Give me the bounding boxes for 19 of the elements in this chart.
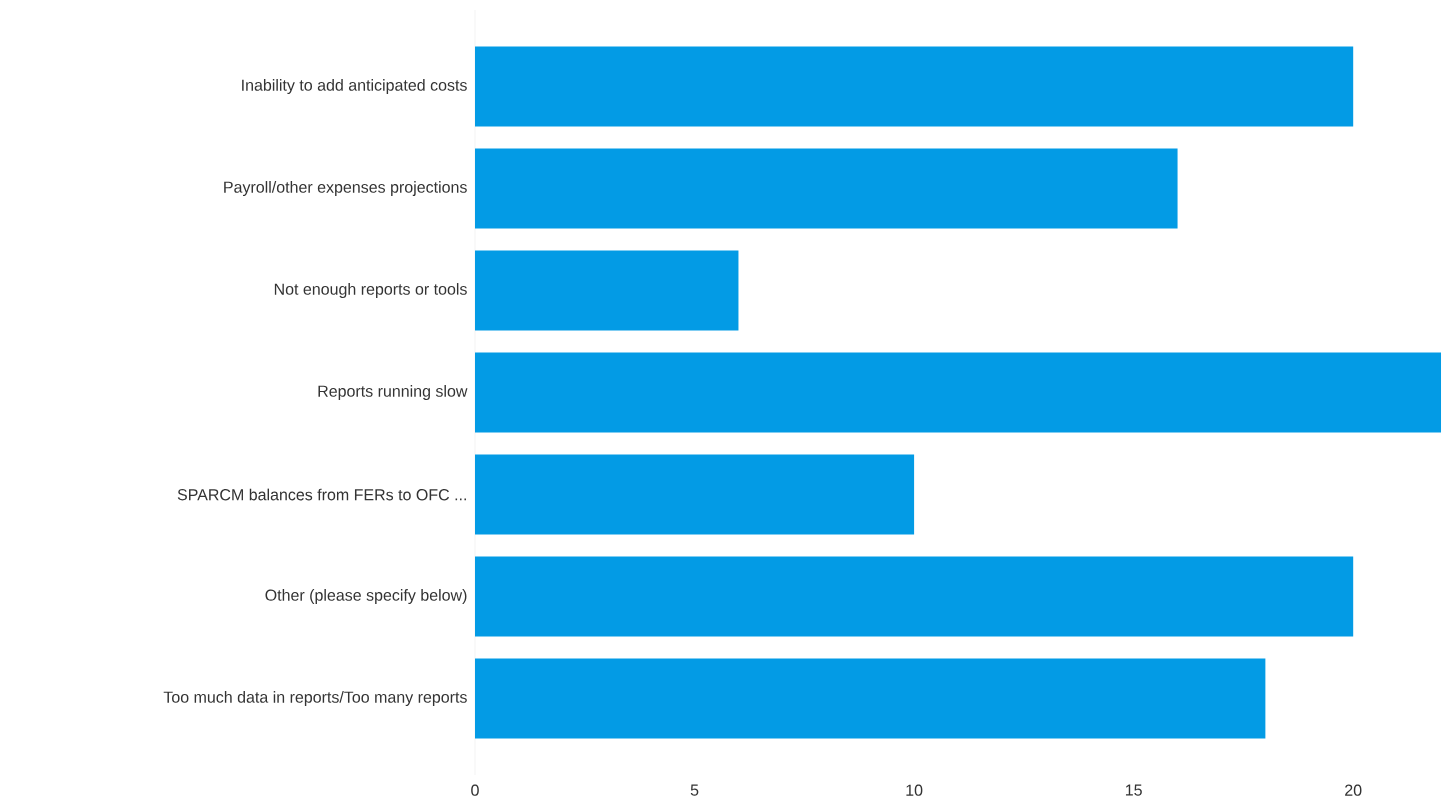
x-tick-label: 20	[1345, 784, 1362, 796]
bar	[475, 46, 1354, 127]
bar	[475, 352, 1442, 433]
x-tick-label: 10	[906, 784, 923, 796]
y-tick-label: Other (please specify below)	[265, 589, 467, 604]
bar	[475, 250, 739, 331]
x-tick-label: 15	[1125, 784, 1142, 796]
bar	[475, 658, 1266, 739]
bar	[475, 556, 1354, 637]
y-tick-label: Payroll/other expenses projections	[224, 181, 467, 196]
bar	[475, 454, 915, 535]
y-tick-label: Not enough reports or tools	[274, 283, 467, 298]
y-tick-label: Inability to add anticipated costs	[242, 79, 467, 94]
y-tick-label: Reports running slow	[318, 385, 468, 400]
y-tick-label: SPARCM balances from FERs to OFC ...	[177, 488, 466, 501]
x-tick-label: 5	[690, 784, 699, 796]
bar	[475, 148, 1178, 229]
y-tick-label: Too much data in reports/Too many reports	[163, 691, 467, 706]
x-tick-label: 0	[471, 784, 479, 796]
